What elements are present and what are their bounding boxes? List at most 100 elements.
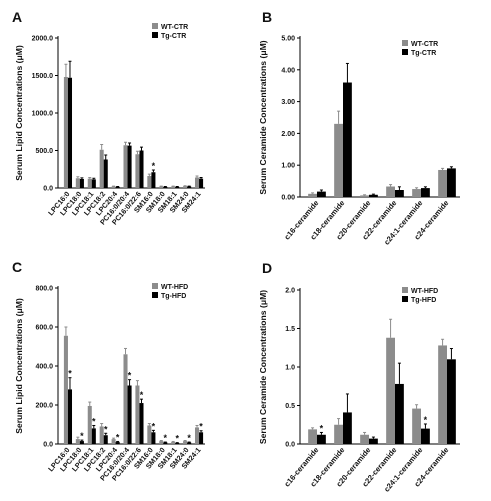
significance-marker: * bbox=[152, 421, 156, 431]
significance-marker: * bbox=[187, 433, 191, 443]
legend-swatch bbox=[152, 292, 158, 298]
bar bbox=[127, 385, 132, 444]
y-tick-label: 1.00 bbox=[281, 163, 295, 170]
bar bbox=[75, 178, 80, 188]
significance-marker: * bbox=[164, 433, 168, 443]
bar bbox=[395, 383, 404, 444]
y-tick-label: 0.0 bbox=[43, 186, 53, 193]
y-tick-label: 600.0 bbox=[35, 325, 53, 332]
bar bbox=[369, 194, 378, 197]
bar bbox=[103, 159, 108, 188]
bar bbox=[67, 77, 73, 188]
bar bbox=[151, 172, 156, 188]
y-axis-label: Serum Ceramide Concentrations (μM) bbox=[258, 290, 268, 444]
y-tick-label: 4.00 bbox=[281, 67, 295, 74]
y-axis-label: Serum Ceramide Concentrations (μM) bbox=[258, 40, 268, 194]
significance-marker: * bbox=[68, 369, 72, 379]
bar bbox=[91, 179, 96, 188]
legend-label: Tg-HFD bbox=[411, 297, 436, 304]
bar bbox=[447, 168, 456, 197]
panel-letter: D bbox=[262, 260, 272, 276]
legend: WT-CTR Tg-CTR bbox=[402, 40, 438, 57]
bar bbox=[171, 186, 176, 188]
bar bbox=[139, 150, 144, 188]
significance-marker: * bbox=[116, 432, 120, 442]
y-tick-label: 500.0 bbox=[35, 148, 53, 155]
legend-swatch bbox=[402, 49, 408, 55]
significance-marker: * bbox=[140, 390, 144, 400]
panel-letter: C bbox=[12, 259, 22, 275]
y-tick-label: 5.00 bbox=[281, 36, 295, 43]
significance-marker: * bbox=[320, 423, 324, 433]
bar bbox=[171, 442, 176, 444]
bar bbox=[194, 427, 200, 444]
bar bbox=[135, 154, 140, 188]
y-tick-label: 1.5 bbox=[285, 326, 295, 333]
bar bbox=[386, 186, 395, 197]
bar bbox=[199, 178, 204, 188]
bar bbox=[334, 123, 343, 197]
bar bbox=[135, 385, 140, 444]
significance-marker: * bbox=[152, 161, 156, 171]
legend: WT-CTR Tg-CTR bbox=[152, 23, 188, 40]
chart-panel-c: C Serum Lipid Concentrations (μM) 0.0 200.0… bbox=[12, 259, 205, 483]
bar bbox=[87, 405, 92, 444]
bar bbox=[360, 195, 369, 197]
legend-label: WT-CTR bbox=[161, 24, 188, 31]
y-tick-label: 0.0 bbox=[285, 442, 295, 449]
bar bbox=[447, 359, 456, 444]
bar bbox=[175, 186, 180, 188]
bar bbox=[159, 186, 164, 188]
bar bbox=[99, 149, 104, 188]
bar bbox=[412, 408, 421, 444]
significance-marker: * bbox=[80, 431, 84, 441]
y-tick-label: 1500.0 bbox=[32, 73, 54, 80]
legend-swatch bbox=[152, 283, 158, 289]
y-tick-label: 800.0 bbox=[35, 286, 53, 293]
y-tick-label: 0.00 bbox=[281, 195, 295, 202]
bar bbox=[67, 389, 73, 444]
bar bbox=[194, 177, 200, 188]
legend-label: WT-HFD bbox=[411, 288, 438, 295]
y-tick-label: 2000.0 bbox=[32, 36, 54, 43]
bar bbox=[421, 428, 430, 444]
bar bbox=[395, 190, 404, 197]
bar bbox=[115, 186, 120, 188]
legend-label: WT-HFD bbox=[161, 284, 188, 291]
significance-marker: * bbox=[199, 422, 203, 432]
bar bbox=[308, 193, 317, 197]
significance-marker: * bbox=[128, 371, 132, 381]
bar bbox=[183, 441, 188, 444]
bar bbox=[343, 412, 352, 444]
bar bbox=[75, 439, 80, 444]
bar bbox=[139, 403, 144, 444]
bar bbox=[123, 145, 128, 188]
legend-swatch bbox=[402, 40, 408, 46]
bar bbox=[369, 438, 378, 444]
bar bbox=[438, 169, 447, 197]
y-tick-label: 0.0 bbox=[43, 442, 53, 449]
bar bbox=[63, 77, 68, 188]
bar bbox=[163, 442, 168, 444]
bar bbox=[187, 186, 192, 188]
bar bbox=[317, 191, 326, 197]
bar bbox=[317, 434, 326, 444]
legend-label: Tg-CTR bbox=[411, 50, 436, 57]
y-axis-label: Serum Lipid Concentrations (μM) bbox=[14, 298, 24, 434]
legend: WT-HFD Tg-HFD bbox=[152, 283, 188, 300]
legend-label: Tg-HFD bbox=[161, 293, 186, 300]
significance-marker: * bbox=[424, 415, 428, 425]
bar bbox=[199, 432, 204, 444]
y-axis-label: Serum Lipid Concentrations (μM) bbox=[14, 45, 24, 181]
bar bbox=[99, 426, 104, 444]
bar bbox=[421, 188, 430, 197]
bar bbox=[91, 428, 96, 444]
legend: WT-HFD Tg-HFD bbox=[402, 287, 438, 304]
bar bbox=[175, 443, 180, 444]
bar bbox=[386, 337, 395, 444]
legend-swatch bbox=[152, 23, 158, 29]
legend-label: Tg-CTR bbox=[161, 33, 186, 40]
chart-panel-a: A Serum Lipid Concentrations (μM) 0.0 500.0… bbox=[12, 9, 205, 227]
bar bbox=[103, 435, 108, 444]
